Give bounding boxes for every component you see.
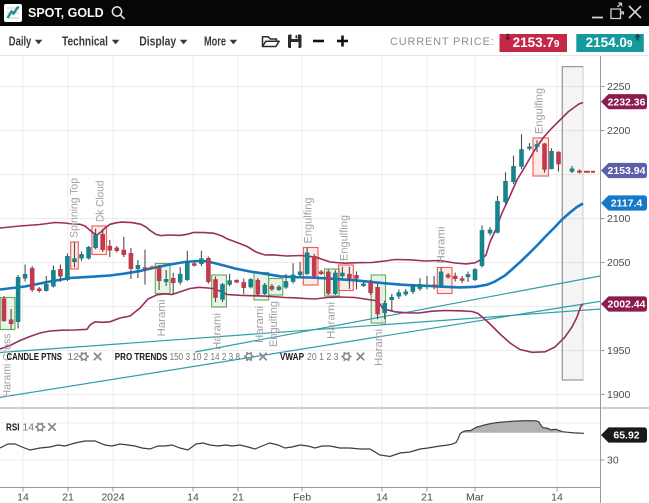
- svg-text:65.92: 65.92: [613, 430, 639, 442]
- svg-text:CANDLE PTNS: CANDLE PTNS: [7, 351, 63, 363]
- svg-text:2002.44: 2002.44: [608, 299, 646, 311]
- svg-text:Harami Cross: Harami Cross: [2, 333, 14, 397]
- svg-text:Engulfing: Engulfing: [339, 215, 351, 261]
- svg-text:Harami: Harami: [212, 313, 224, 350]
- svg-text:Spinning Top: Spinning Top: [69, 178, 81, 238]
- svg-text:14: 14: [22, 422, 34, 434]
- svg-text:RSI: RSI: [6, 422, 20, 434]
- svg-text:1950: 1950: [607, 345, 631, 357]
- svg-text:2100: 2100: [607, 213, 631, 225]
- svg-text:Display: Display: [139, 34, 177, 49]
- svg-text:14: 14: [187, 492, 199, 503]
- svg-text:SPOT, GOLD: SPOT, GOLD: [28, 6, 104, 20]
- svg-text:VWAP: VWAP: [280, 351, 304, 363]
- svg-text:2200: 2200: [607, 125, 631, 137]
- svg-text:21: 21: [421, 492, 433, 503]
- svg-text:CURRENT PRICE:: CURRENT PRICE:: [390, 36, 495, 48]
- svg-text:20 1 2 3: 20 1 2 3: [307, 351, 339, 363]
- svg-text:14: 14: [17, 492, 29, 503]
- svg-text:2154.09: 2154.09: [586, 35, 633, 50]
- svg-text:Harami: Harami: [156, 300, 168, 337]
- svg-text:Harami: Harami: [254, 306, 266, 343]
- svg-text:21: 21: [232, 492, 244, 503]
- svg-text:Engulfing: Engulfing: [534, 88, 546, 134]
- svg-text:14: 14: [376, 492, 388, 503]
- svg-text:Dk Cloud: Dk Cloud: [95, 181, 107, 223]
- svg-text:1900: 1900: [607, 389, 631, 401]
- svg-text:Harami: Harami: [326, 302, 338, 339]
- svg-text:PRO TRENDS: PRO TRENDS: [115, 351, 168, 363]
- svg-text:150 3 10 2 14 2 3 8: 150 3 10 2 14 2 3 8: [170, 351, 241, 363]
- svg-text:Mar: Mar: [466, 492, 485, 503]
- svg-text:2117.4: 2117.4: [611, 198, 643, 210]
- svg-text:30: 30: [607, 455, 619, 467]
- svg-text:Harami: Harami: [373, 329, 385, 366]
- svg-text:21: 21: [62, 492, 74, 503]
- svg-text:Engulfing: Engulfing: [303, 198, 315, 244]
- svg-text:2153.94: 2153.94: [608, 165, 646, 177]
- svg-text:12: 12: [67, 351, 79, 363]
- svg-text:Engulfing: Engulfing: [268, 301, 280, 347]
- svg-text:2024: 2024: [101, 492, 125, 503]
- svg-text:Feb: Feb: [293, 492, 311, 503]
- svg-text:2050: 2050: [607, 257, 631, 269]
- svg-text:2153.79: 2153.79: [513, 35, 560, 50]
- svg-text:Harami: Harami: [436, 227, 448, 264]
- svg-text:14: 14: [551, 492, 563, 503]
- svg-text:2232.36: 2232.36: [608, 96, 646, 108]
- svg-text:2250: 2250: [607, 81, 631, 93]
- svg-text:Technical: Technical: [62, 34, 108, 49]
- svg-text:Daily: Daily: [9, 34, 32, 49]
- svg-text:More: More: [204, 34, 226, 49]
